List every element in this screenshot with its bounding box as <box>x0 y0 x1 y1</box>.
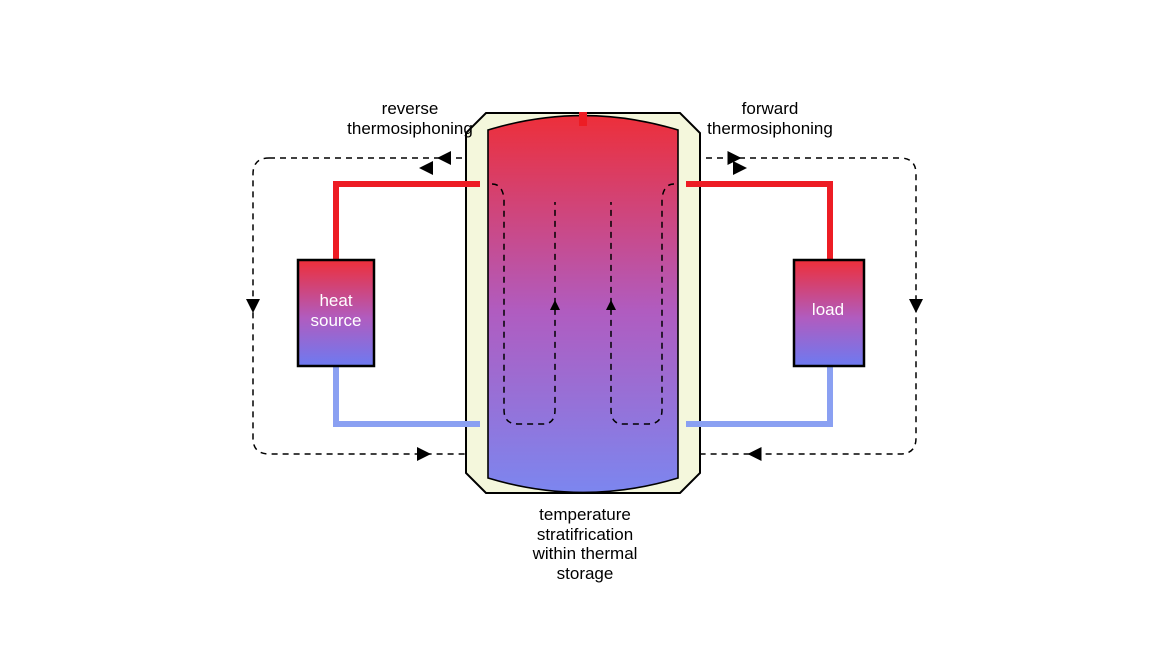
diagram-stage: reverse thermosiphoning forward thermosi… <box>0 0 1170 658</box>
arrow-left-loop-bottom <box>417 447 431 461</box>
arrow-hot-right <box>733 161 747 175</box>
arrow-right-loop-right <box>909 299 923 313</box>
tank-top-port <box>579 112 587 126</box>
tank-stratified <box>488 112 678 492</box>
tank-body <box>488 116 678 493</box>
arrow-left-loop-left <box>246 299 260 313</box>
label-forward-thermosiphoning: forward thermosiphoning <box>670 99 870 138</box>
pipe-right-cold <box>686 366 830 424</box>
label-reverse-thermosiphoning: reverse thermosiphoning <box>310 99 510 138</box>
label-heat-source: heat source <box>296 291 376 330</box>
arrow-hot-left <box>419 161 433 175</box>
label-stratification: temperature stratifrication within therm… <box>480 505 690 583</box>
arrow-left-loop-top <box>437 151 451 165</box>
label-load: load <box>793 300 863 320</box>
pipe-left-hot <box>336 184 480 260</box>
pipe-right-hot <box>686 184 830 260</box>
pipe-left-cold <box>336 366 480 424</box>
arrow-right-loop-bottom <box>748 447 762 461</box>
